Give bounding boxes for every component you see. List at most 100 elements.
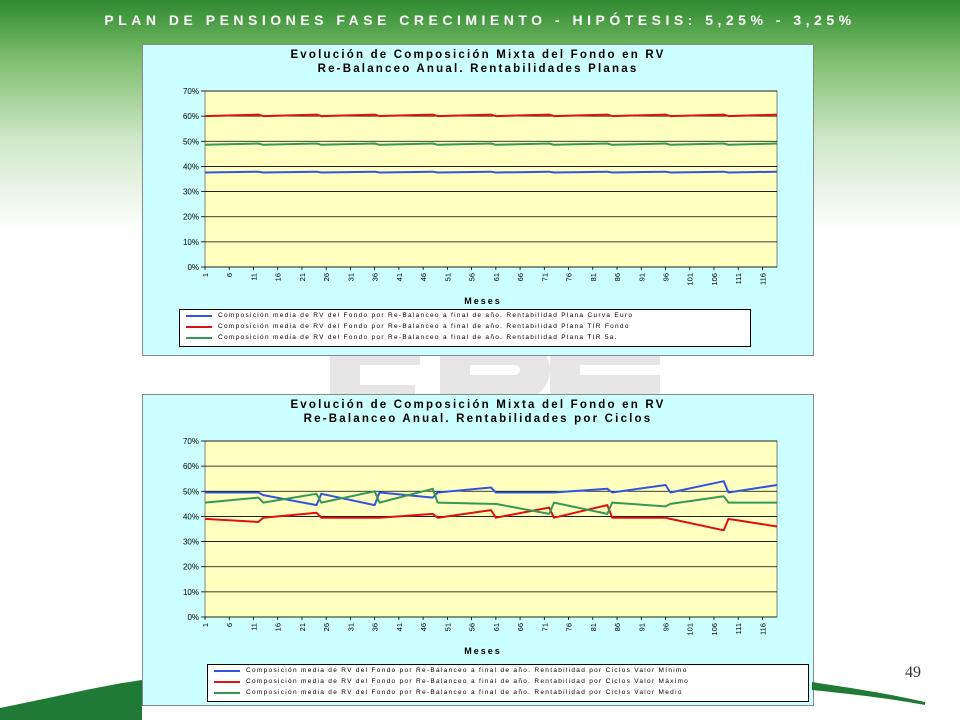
legend-label: Composición media de RV del Fondo por Re…	[218, 312, 634, 319]
page-number: 49	[905, 664, 921, 681]
legend-swatch	[186, 315, 212, 317]
series-line-3	[204, 142, 778, 146]
chart-subtitle: Re-Balanceo Anual. Rentabilidades Planas	[317, 63, 639, 75]
x-tick-label: 46	[419, 623, 428, 631]
x-tick-label: 86	[613, 273, 622, 281]
plot-background	[204, 440, 778, 618]
y-tick-label: 60%	[183, 112, 199, 121]
chart-legend: Composición media de RV del Fondo por Re…	[179, 309, 751, 347]
x-tick-label: 16	[274, 273, 283, 281]
slide-title: PLAN DE PENSIONES FASE CRECIMIENTO - HIP…	[104, 12, 856, 28]
legend-label: Composición media de RV del Fondo por Re…	[246, 667, 688, 674]
legend-swatch	[214, 670, 240, 672]
x-tick-label: 36	[371, 623, 380, 631]
chart-flat-returns: Evolución de Composición Mixta del Fondo…	[142, 44, 814, 356]
y-tick-label: 50%	[183, 487, 199, 496]
x-tick-label: 1	[201, 623, 210, 627]
x-tick-label: 26	[322, 623, 331, 631]
plot-area-cycles: 0%10%20%30%40%50%60%70%1 6 11 16 21 26 31 36 41 4…	[183, 437, 778, 636]
x-tick-label: 6	[225, 623, 234, 627]
x-tick-label: 101	[686, 273, 695, 286]
plot-background	[204, 90, 778, 268]
x-tick-label: 66	[516, 623, 525, 631]
x-tick-label: 76	[565, 273, 574, 281]
x-tick-label: 36	[371, 273, 380, 281]
series-line-1	[205, 480, 778, 507]
x-tick-label: 76	[565, 623, 574, 631]
legend-swatch	[186, 337, 212, 339]
legend-entry: Composición media de RV del Fondo por Re…	[180, 332, 750, 343]
y-tick-label: 30%	[183, 188, 199, 197]
legend-entry: Composición media de RV del Fondo por Re…	[180, 310, 750, 321]
y-tick-label: 40%	[183, 512, 199, 521]
x-tick-label: 66	[516, 273, 525, 281]
legend-entry: Composición media de RV del Fondo por Re…	[180, 321, 750, 332]
x-tick-label: 71	[540, 623, 549, 631]
x-tick-label: 1	[201, 273, 210, 277]
x-tick-label: 11	[249, 273, 258, 281]
y-tick-label: 0%	[187, 263, 199, 272]
x-tick-label: 51	[443, 623, 452, 631]
chart-title: Evolución de Composición Mixta del Fondo…	[290, 399, 666, 411]
x-tick-label: 81	[589, 623, 598, 631]
x-tick-label: 6	[225, 273, 234, 277]
legend-label: Composición media de RV del Fondo por Re…	[246, 689, 683, 696]
legend-label: Composición media de RV del Fondo por Re…	[218, 323, 630, 330]
x-tick-label: 61	[492, 623, 501, 631]
x-axis-label: Meses	[464, 646, 502, 656]
series-line-2	[204, 113, 778, 118]
x-tick-label: 116	[758, 623, 767, 635]
y-tick-label: 30%	[183, 538, 199, 547]
plot-area-flat: 0%10%20%30%40%50%60%70%1 6 11 16 21 26 31 36 41 4…	[183, 87, 778, 286]
legend-label: Composición media de RV del Fondo por Re…	[246, 678, 690, 685]
x-tick-label: 106	[710, 623, 719, 636]
y-tick-label: 40%	[183, 162, 199, 171]
x-tick-label: 26	[322, 273, 331, 281]
x-tick-label: 106	[710, 273, 719, 286]
series-line-2	[204, 504, 778, 532]
y-tick-label: 20%	[183, 563, 199, 572]
legend-entry: Composición media de RV del Fondo por Re…	[208, 687, 808, 698]
x-tick-label: 21	[298, 273, 307, 281]
chart-legend: Composición media de RV del Fondo por Re…	[207, 664, 809, 702]
x-tick-label: 56	[468, 273, 477, 281]
series-line-1	[204, 170, 778, 174]
y-tick-label: 10%	[183, 238, 199, 247]
x-tick-label: 111	[734, 273, 743, 284]
x-tick-label: 96	[662, 623, 671, 631]
x-tick-label: 41	[395, 273, 404, 281]
x-tick-label: 86	[613, 623, 622, 631]
legend-swatch	[214, 681, 240, 683]
x-tick-label: 41	[395, 623, 404, 631]
y-tick-label: 20%	[183, 213, 199, 222]
y-tick-label: 70%	[183, 437, 199, 446]
x-tick-label: 116	[758, 273, 767, 285]
x-tick-label: 91	[637, 273, 646, 281]
x-tick-label: 96	[662, 273, 671, 281]
y-tick-label: 70%	[183, 87, 199, 96]
footer-swoosh	[0, 680, 925, 720]
legend-swatch	[214, 692, 240, 694]
x-tick-label: 56	[468, 623, 477, 631]
chart-subtitle: Re-Balanceo Anual. Rentabilidades por Ci…	[303, 413, 653, 425]
y-tick-label: 10%	[183, 588, 199, 597]
x-axis-label: Meses	[464, 296, 502, 306]
legend-entry: Composición media de RV del Fondo por Re…	[208, 665, 808, 676]
legend-entry: Composición media de RV del Fondo por Re…	[208, 676, 808, 687]
x-tick-label: 51	[443, 273, 452, 281]
x-tick-label: 46	[419, 273, 428, 281]
x-tick-label: 21	[298, 623, 307, 631]
y-tick-label: 50%	[183, 137, 199, 146]
x-tick-label: 101	[686, 623, 695, 636]
y-tick-label: 0%	[187, 613, 199, 622]
legend-swatch	[186, 326, 212, 328]
chart-cycle-returns: Evolución de Composición Mixta del Fondo…	[142, 394, 814, 706]
legend-label: Composición media de RV del Fondo por Re…	[218, 334, 618, 341]
x-tick-label: 61	[492, 273, 501, 281]
x-tick-label: 111	[734, 623, 743, 634]
chart-title: Evolución de Composición Mixta del Fondo…	[290, 49, 666, 61]
x-tick-label: 31	[346, 623, 355, 631]
x-tick-label: 31	[346, 273, 355, 281]
series-line-3	[204, 487, 777, 515]
x-tick-label: 81	[589, 273, 598, 281]
